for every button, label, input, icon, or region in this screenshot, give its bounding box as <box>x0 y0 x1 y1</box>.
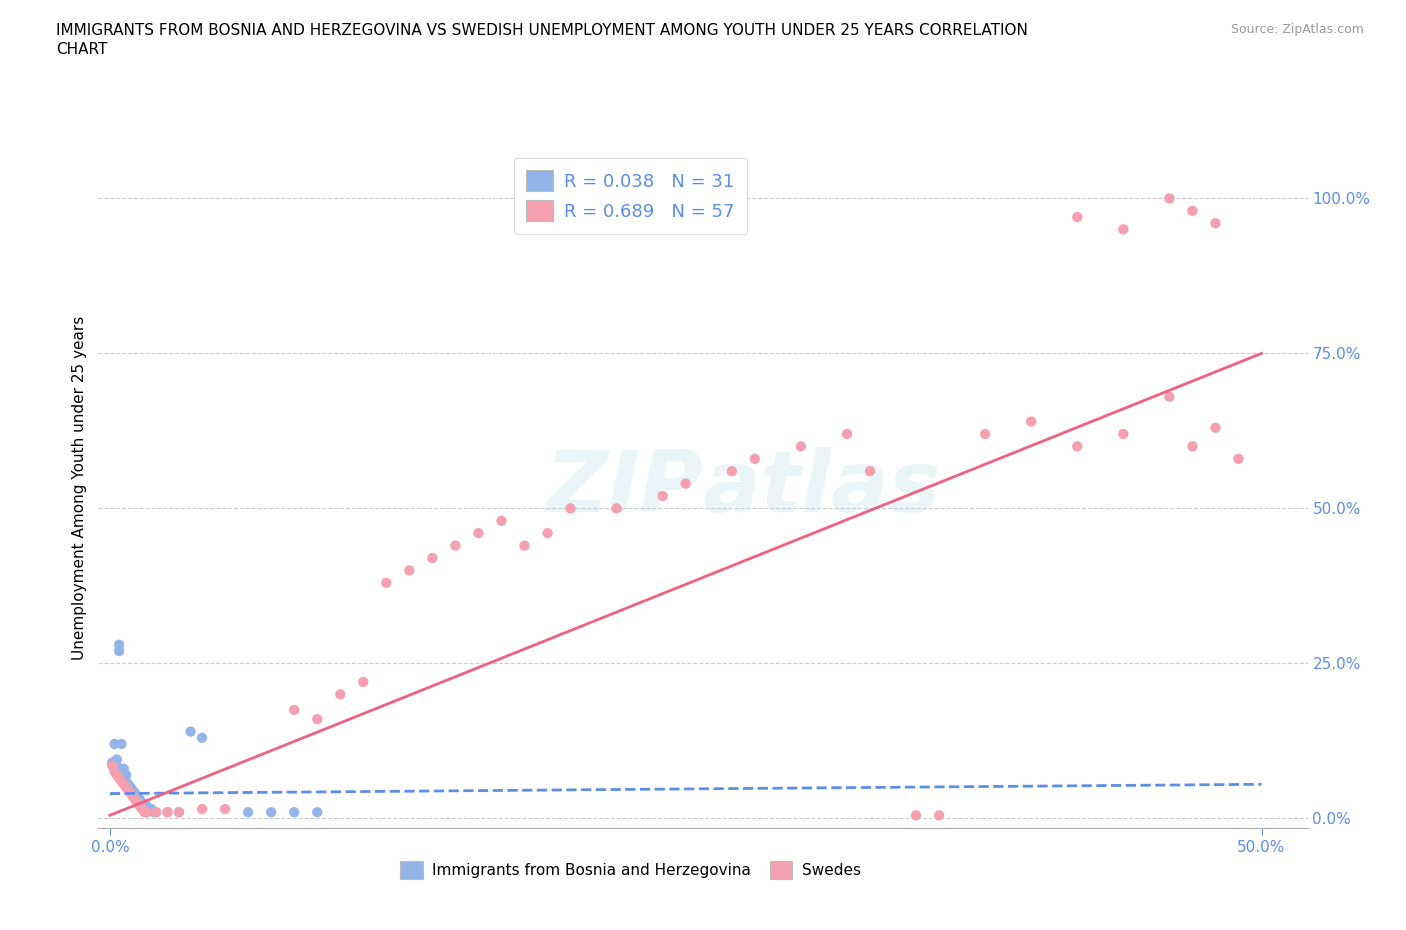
Point <box>167 804 190 819</box>
Point <box>101 755 124 770</box>
Point <box>744 451 766 466</box>
Point <box>675 476 697 491</box>
Point <box>134 799 156 814</box>
Point <box>128 792 150 807</box>
Point <box>513 538 536 553</box>
Point <box>1066 209 1088 224</box>
Point <box>1181 439 1204 454</box>
Text: ZIP: ZIP <box>546 446 703 530</box>
Point <box>422 551 444 565</box>
Point <box>283 702 305 717</box>
Point <box>156 804 179 819</box>
Point <box>859 464 882 479</box>
Point <box>108 644 131 658</box>
Point <box>307 711 329 726</box>
Point <box>135 799 157 814</box>
Point <box>1181 204 1204 219</box>
Point <box>110 774 132 789</box>
Point <box>191 802 214 817</box>
Point <box>352 674 374 689</box>
Text: atlas: atlas <box>703 446 941 530</box>
Point <box>790 439 813 454</box>
Point <box>260 804 283 819</box>
Point <box>117 777 139 791</box>
Point <box>120 780 142 795</box>
Point <box>112 777 135 791</box>
Point <box>156 804 179 819</box>
Point <box>1112 427 1135 442</box>
Point <box>112 762 135 777</box>
Point <box>115 780 138 795</box>
Point <box>120 786 142 801</box>
Point <box>138 802 160 817</box>
Point <box>398 563 420 578</box>
Point <box>135 804 157 819</box>
Point <box>145 804 167 819</box>
Point <box>167 804 190 819</box>
Point <box>101 758 124 773</box>
Point <box>444 538 467 553</box>
Point <box>905 808 928 823</box>
Point <box>108 771 131 786</box>
Point <box>1204 216 1226 231</box>
Point <box>560 501 582 516</box>
Point <box>127 790 149 804</box>
Point <box>491 513 513 528</box>
Point <box>1112 222 1135 237</box>
Point <box>1066 439 1088 454</box>
Point <box>110 737 132 751</box>
Point <box>191 730 214 745</box>
Point <box>145 804 167 819</box>
Point <box>536 525 558 540</box>
Point <box>467 525 489 540</box>
Point <box>122 783 145 798</box>
Point <box>134 804 156 819</box>
Point <box>105 758 128 773</box>
Point <box>651 488 673 503</box>
Point <box>115 767 138 782</box>
Point <box>375 576 398 591</box>
Point <box>1159 390 1181 405</box>
Point <box>928 808 950 823</box>
Text: Source: ZipAtlas.com: Source: ZipAtlas.com <box>1230 23 1364 36</box>
Point <box>131 802 153 817</box>
Point <box>1204 420 1226 435</box>
Point <box>124 792 146 807</box>
Point <box>115 774 138 789</box>
Point <box>141 802 163 817</box>
Point <box>1159 191 1181 206</box>
Point <box>720 464 742 479</box>
Point <box>103 737 125 751</box>
Point <box>283 804 305 819</box>
Point <box>124 786 146 801</box>
Point <box>103 764 125 779</box>
Point <box>105 767 128 782</box>
Point <box>307 804 329 819</box>
Point <box>606 501 628 516</box>
Point <box>142 804 165 819</box>
Point <box>236 804 259 819</box>
Text: IMMIGRANTS FROM BOSNIA AND HERZEGOVINA VS SWEDISH UNEMPLOYMENT AMONG YOUTH UNDER: IMMIGRANTS FROM BOSNIA AND HERZEGOVINA V… <box>56 23 1028 38</box>
Point <box>974 427 997 442</box>
Point <box>329 687 352 702</box>
Point <box>117 783 139 798</box>
Point <box>1227 451 1250 466</box>
Point <box>128 799 150 814</box>
Point <box>122 790 145 804</box>
Point <box>127 795 149 810</box>
Point <box>105 752 128 767</box>
Legend: Immigrants from Bosnia and Herzegovina, Swedes: Immigrants from Bosnia and Herzegovina, … <box>391 852 870 888</box>
Point <box>214 802 236 817</box>
Point <box>1019 414 1042 429</box>
Y-axis label: Unemployment Among Youth under 25 years: Unemployment Among Youth under 25 years <box>72 316 87 660</box>
Text: CHART: CHART <box>56 42 108 57</box>
Point <box>131 795 153 810</box>
Point <box>180 724 202 739</box>
Point <box>108 637 131 652</box>
Point <box>835 427 858 442</box>
